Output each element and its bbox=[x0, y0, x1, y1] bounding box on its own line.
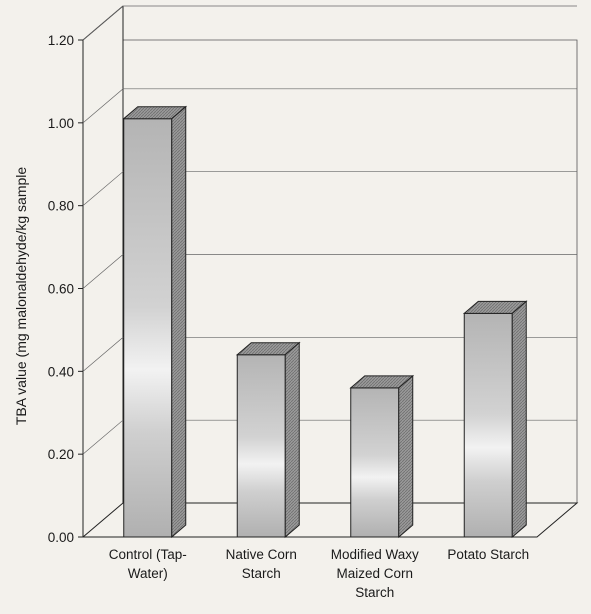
bar-front bbox=[236, 354, 286, 538]
x-category-label-line: Starch bbox=[242, 566, 281, 581]
y-tick-label: 0.60 bbox=[48, 282, 74, 297]
bar-side bbox=[284, 341, 300, 539]
bar bbox=[349, 374, 415, 539]
bar-front bbox=[123, 118, 173, 538]
bar bbox=[122, 105, 188, 539]
y-tick-label: 0.20 bbox=[48, 447, 74, 462]
bar-front bbox=[350, 387, 400, 538]
x-category-label-line: Water) bbox=[128, 566, 168, 581]
x-category-label: Modified Waxy Maized Corn Starch bbox=[331, 547, 419, 600]
x-category-label-line: Maized Corn bbox=[336, 566, 413, 581]
x-category-label: Control (Tap- Water) bbox=[109, 547, 187, 581]
x-category-label-line: Native Corn bbox=[226, 547, 297, 562]
bar-side bbox=[398, 374, 414, 539]
y-tick-label: 0.00 bbox=[48, 530, 74, 545]
y-tick-label: 1.00 bbox=[48, 116, 74, 131]
bar-side bbox=[511, 300, 527, 539]
y-axis-label: TBA value (mg malonaldehyde/kg sample bbox=[13, 167, 29, 426]
x-category-label: Potato Starch bbox=[447, 547, 529, 562]
x-category-label-line: Starch bbox=[355, 585, 394, 600]
bar bbox=[235, 341, 301, 539]
gridline bbox=[82, 88, 577, 124]
gridline bbox=[82, 336, 577, 372]
x-category-label-line: Modified Waxy bbox=[331, 547, 419, 562]
x-axis-labels: Control (Tap-Water)Native Corn StarchModi… bbox=[109, 547, 529, 600]
gridline bbox=[82, 419, 577, 455]
bar-side bbox=[171, 105, 187, 539]
y-tick-label: 0.80 bbox=[48, 199, 74, 214]
y-tick-label: 1.20 bbox=[48, 33, 74, 48]
x-category-label: Native Corn Starch bbox=[226, 547, 297, 581]
gridlines bbox=[82, 5, 577, 455]
x-category-label-line: Potato Starch bbox=[447, 547, 529, 562]
gridline bbox=[82, 254, 577, 289]
gridline bbox=[82, 171, 577, 206]
y-tick-label: 0.40 bbox=[48, 364, 74, 379]
bar-front bbox=[463, 312, 513, 538]
bars bbox=[122, 105, 528, 539]
x-category-label-line: Control (Tap- bbox=[109, 547, 187, 562]
y-axis-ticks: 0.00 0.20 0.40 0.60 0.80 1.00 1.20 bbox=[48, 33, 83, 545]
gridline bbox=[82, 5, 577, 41]
bar bbox=[462, 300, 528, 539]
